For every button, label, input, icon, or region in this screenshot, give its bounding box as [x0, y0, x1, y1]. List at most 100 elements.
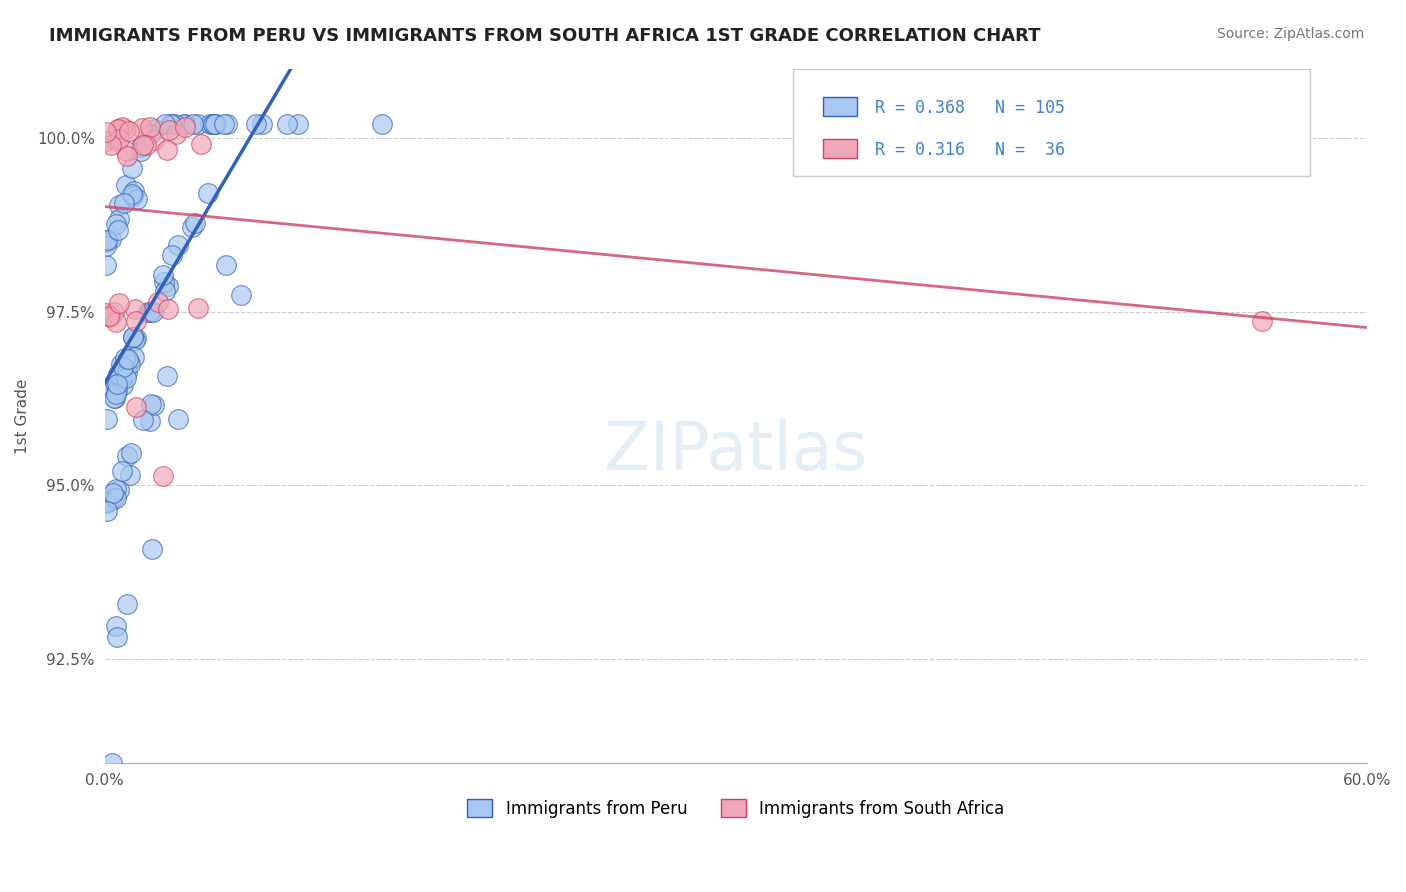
- Point: [101, 756, 124, 771]
- Point: [115, 449, 138, 463]
- Point: [118, 355, 141, 369]
- Point: [120, 357, 142, 371]
- Point: [94, 235, 117, 249]
- Point: [111, 360, 134, 375]
- Point: [122, 330, 145, 344]
- Point: [143, 398, 166, 412]
- Point: [152, 268, 174, 282]
- Point: [160, 247, 183, 261]
- Point: [107, 121, 129, 136]
- Point: [96, 306, 118, 320]
- Point: [180, 220, 202, 235]
- Point: [167, 412, 190, 426]
- Point: [105, 383, 128, 397]
- Point: [94, 495, 117, 509]
- Point: [105, 482, 128, 496]
- Point: [112, 196, 135, 211]
- Point: [108, 296, 131, 310]
- Point: [105, 315, 128, 329]
- Point: [229, 287, 252, 301]
- Point: [143, 133, 166, 147]
- Text: Source: ZipAtlas.com: Source: ZipAtlas.com: [1216, 27, 1364, 41]
- Point: [100, 493, 122, 508]
- Point: [107, 122, 129, 136]
- Point: [215, 259, 238, 273]
- Point: [160, 117, 183, 131]
- Point: [105, 619, 128, 633]
- Point: [94, 125, 117, 139]
- Point: [165, 117, 187, 131]
- Point: [105, 630, 128, 644]
- Point: [103, 490, 125, 504]
- Point: [107, 368, 129, 382]
- Point: [121, 161, 143, 175]
- Point: [165, 127, 187, 141]
- Point: [100, 380, 122, 394]
- Point: [107, 198, 129, 212]
- Point: [122, 330, 145, 344]
- Text: IMMIGRANTS FROM PERU VS IMMIGRANTS FROM SOUTH AFRICA 1ST GRADE CORRELATION CHART: IMMIGRANTS FROM PERU VS IMMIGRANTS FROM …: [49, 27, 1040, 45]
- Point: [104, 217, 127, 231]
- Point: [111, 120, 134, 135]
- Point: [157, 279, 180, 293]
- Point: [160, 117, 183, 131]
- Point: [156, 143, 179, 157]
- FancyBboxPatch shape: [823, 139, 856, 158]
- Point: [122, 184, 145, 198]
- Point: [105, 491, 128, 505]
- Point: [94, 234, 117, 248]
- Point: [97, 310, 120, 324]
- Point: [142, 305, 165, 319]
- Point: [111, 371, 134, 385]
- Point: [135, 138, 157, 153]
- Point: [202, 117, 225, 131]
- Point: [103, 486, 125, 500]
- Point: [114, 122, 136, 136]
- Point: [141, 541, 163, 556]
- Point: [139, 305, 162, 319]
- Point: [139, 128, 162, 142]
- Point: [118, 354, 141, 368]
- Text: ZIPatlas: ZIPatlas: [605, 417, 868, 483]
- Point: [153, 275, 176, 289]
- Point: [173, 117, 195, 131]
- FancyBboxPatch shape: [793, 69, 1310, 177]
- Point: [131, 140, 153, 154]
- Point: [115, 178, 138, 193]
- Point: [114, 144, 136, 158]
- Point: [94, 258, 117, 272]
- Point: [124, 301, 146, 316]
- Point: [96, 233, 118, 247]
- Point: [125, 331, 148, 345]
- Point: [187, 301, 209, 316]
- Point: [155, 284, 177, 298]
- Point: [115, 149, 138, 163]
- Point: [200, 117, 222, 131]
- Y-axis label: 1st Grade: 1st Grade: [15, 378, 30, 453]
- Point: [197, 186, 219, 201]
- FancyBboxPatch shape: [823, 97, 856, 116]
- Point: [183, 117, 205, 131]
- Point: [146, 294, 169, 309]
- Point: [124, 401, 146, 415]
- Legend: Immigrants from Peru, Immigrants from South Africa: Immigrants from Peru, Immigrants from So…: [461, 793, 1011, 824]
- Point: [96, 412, 118, 426]
- Point: [104, 391, 127, 405]
- Point: [187, 117, 209, 131]
- Point: [114, 351, 136, 365]
- Point: [103, 391, 125, 405]
- Text: R = 0.368   N = 105: R = 0.368 N = 105: [875, 99, 1064, 117]
- Point: [139, 120, 162, 134]
- Point: [94, 239, 117, 253]
- Point: [141, 396, 163, 410]
- Point: [120, 445, 142, 459]
- Point: [173, 120, 195, 135]
- Point: [131, 121, 153, 136]
- Point: [117, 352, 139, 367]
- Point: [107, 223, 129, 237]
- Point: [108, 132, 131, 146]
- Point: [111, 464, 134, 478]
- Point: [121, 187, 143, 202]
- Point: [124, 334, 146, 348]
- Point: [205, 117, 228, 131]
